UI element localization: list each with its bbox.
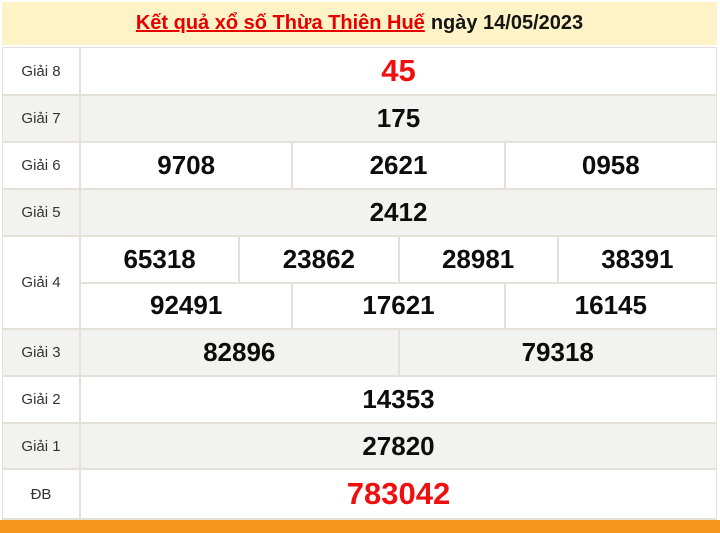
prize-label: Giải 7	[3, 96, 81, 141]
prize-values-row: 27820	[81, 424, 716, 468]
prize-row: Giải 3 82896 79318	[3, 330, 716, 377]
prize-row: ĐB 783042	[3, 470, 716, 520]
prize-label: Giải 1	[3, 424, 81, 468]
prize-value: 45	[381, 53, 416, 88]
prize-value: 17621	[291, 283, 503, 328]
prize-values-row: 9708 2621 0958	[81, 143, 716, 188]
prize-values-row: 2412	[81, 190, 716, 235]
prize-label: Giải 6	[3, 143, 81, 188]
prize-values: 783042	[81, 470, 716, 518]
prize-value: 2621	[291, 143, 503, 188]
prize-values: 82896 79318	[81, 330, 716, 375]
prize-values: 9708 2621 0958	[81, 143, 716, 188]
prize-value: 0958	[503, 143, 716, 188]
prize-value: 82896	[203, 337, 276, 367]
prize-values: 27820	[81, 424, 716, 468]
prize-row: Giải 6 9708 2621 0958	[3, 143, 716, 190]
prize-values: 175	[81, 96, 716, 141]
prize-value: 9708	[157, 150, 216, 180]
prize-values-row: 45	[81, 48, 716, 94]
prize-values-row: 82896 79318	[81, 330, 716, 375]
prize-values: 65318 23862 28981 38391 92491 17621 16145	[81, 237, 716, 328]
prize-row: Giải 8 45	[3, 48, 716, 96]
prize-values-row: 783042	[81, 470, 716, 518]
prize-value: 28981	[397, 237, 557, 282]
prize-row: Giải 4 65318 23862 28981 38391 92491 17621 1614…	[3, 237, 716, 330]
prize-values: 14353	[81, 377, 716, 422]
prize-value: 27820	[362, 430, 435, 461]
prize-values: 2412	[81, 190, 716, 235]
prize-value: 16145	[503, 283, 716, 328]
prize-label: Giải 5	[3, 190, 81, 235]
prize-value: 23862	[238, 237, 397, 282]
prize-label: ĐB	[3, 470, 81, 518]
results-table: Giải 8 45 Giải 7 175 Giải 6 9708 2621 0958 Giải …	[2, 47, 717, 520]
prize-values: 45	[81, 48, 716, 94]
page-header: Kết quả xổ số Thừa Thiên Huế ngày 14/05/…	[2, 2, 717, 45]
prize-value: 79318	[397, 330, 717, 375]
prize-values-row: 175	[81, 96, 716, 141]
lottery-title-link[interactable]: Kết quả xổ số Thừa Thiên Huế	[135, 12, 425, 34]
prize-label: Giải 2	[3, 377, 81, 422]
prize-row: Giải 2 14353	[3, 377, 716, 424]
prize-values-row: 14353	[81, 377, 716, 422]
prize-value: 65318	[123, 243, 196, 274]
prize-label: Giải 4	[3, 237, 81, 328]
lottery-title-date: ngày 14/05/2023	[430, 12, 584, 34]
prize-values-row: 92491 17621 16145	[81, 281, 716, 328]
prize-value: 92491	[150, 290, 223, 321]
prize-label: Giải 3	[3, 330, 81, 375]
prize-value: 175	[376, 103, 421, 133]
prize-row: Giải 7 175	[3, 96, 716, 143]
prize-value: 38391	[556, 237, 716, 282]
prize-label: Giải 8	[3, 48, 81, 94]
prize-row: Giải 5 2412	[3, 190, 716, 237]
prize-value: 14353	[362, 384, 435, 414]
bottom-accent-bar	[0, 520, 720, 533]
prize-values-row: 65318 23862 28981 38391	[81, 237, 716, 282]
prize-value: 783042	[346, 476, 451, 511]
prize-value: 2412	[369, 197, 428, 227]
prize-row: Giải 1 27820	[3, 424, 716, 470]
